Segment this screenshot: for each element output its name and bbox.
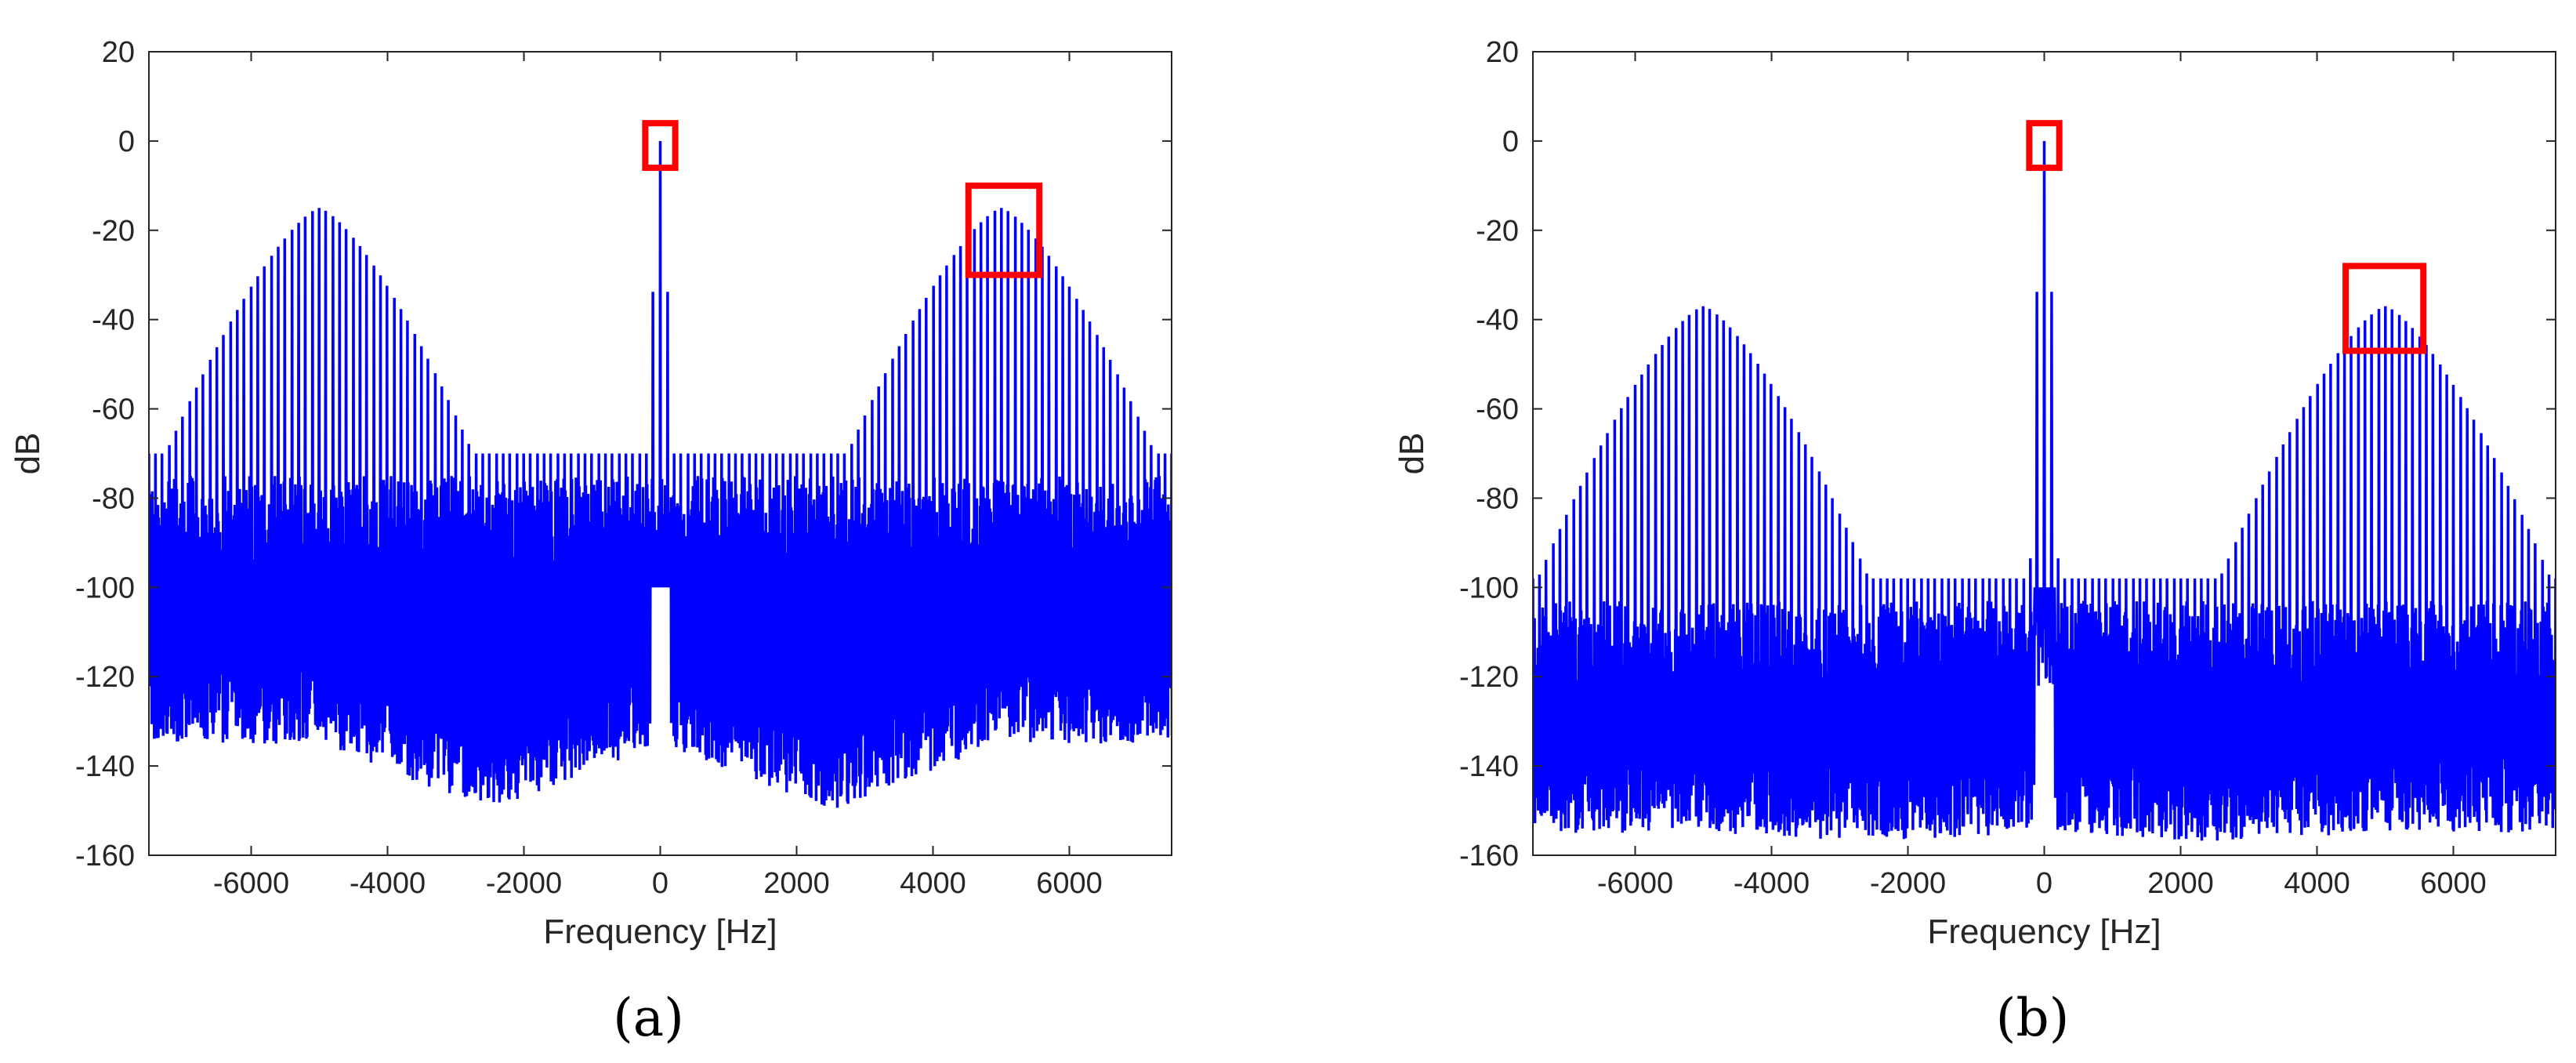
- x-tick-label: 0: [2036, 867, 2052, 900]
- x-tick-label: -4000: [1734, 867, 1810, 900]
- ticks-b: -6000 -4000 -2000 0 2000 4000 6000 20 0 -20 -40 -60…: [1459, 36, 2556, 900]
- x-tick-label: 2000: [2147, 867, 2214, 900]
- y-axis-label-b: dB: [1393, 433, 1431, 475]
- x-tick-label: -2000: [486, 867, 562, 900]
- x-tick-label: -2000: [1870, 867, 1946, 900]
- x-axis-label-b: Frequency [Hz]: [1927, 912, 2161, 951]
- chart-panel-b: -6000 -4000 -2000 0 2000 4000 6000 20 0 -20 -40 -60…: [1393, 36, 2556, 1048]
- y-tick-label: -40: [1476, 304, 1519, 337]
- highlight-box: [965, 182, 1043, 278]
- y-tick-label: -100: [75, 571, 135, 604]
- x-tick-label: 2000: [763, 867, 830, 900]
- x-tick-label: -6000: [1597, 867, 1673, 900]
- spectrum-series-b: [1533, 140, 2556, 841]
- highlights-a: [642, 120, 1043, 278]
- spectrum-line: [1533, 140, 2556, 841]
- x-axis-label-a: Frequency [Hz]: [543, 912, 777, 951]
- highlight-box: [642, 120, 679, 172]
- caption-a: (a): [613, 988, 684, 1048]
- y-tick-label: 20: [102, 36, 135, 69]
- highlight-box: [2026, 120, 2063, 172]
- spectrum-series-a: [149, 140, 1172, 808]
- y-tick-label: -100: [1459, 571, 1519, 604]
- x-tick-label: 4000: [2284, 867, 2350, 900]
- y-tick-label: -140: [1459, 750, 1519, 783]
- y-tick-label: -80: [92, 482, 135, 515]
- y-tick-label: 0: [1502, 125, 1519, 158]
- y-tick-label: -40: [92, 304, 135, 337]
- x-tick-label: 4000: [900, 867, 966, 900]
- y-tick-label: -20: [1476, 215, 1519, 248]
- y-tick-label: -160: [75, 840, 135, 873]
- spectrum-line: [149, 140, 1172, 808]
- y-tick-label: -60: [92, 394, 135, 426]
- x-tick-label: -6000: [213, 867, 289, 900]
- x-tick-label: 0: [652, 867, 668, 900]
- caption-b: (b): [1996, 988, 2070, 1048]
- y-tick-label: -80: [1476, 482, 1519, 515]
- highlight-box: [2342, 263, 2427, 354]
- y-tick-label: -140: [75, 750, 135, 783]
- y-tick-label: -60: [1476, 394, 1519, 426]
- y-tick-label: 0: [118, 125, 135, 158]
- y-axis-label-a: dB: [9, 433, 47, 475]
- y-tick-label: -160: [1459, 840, 1519, 873]
- ticks-a: -6000 -4000 -2000 0 2000 4000 6000 20 0 -20 -40 -60…: [75, 36, 1172, 900]
- y-tick-label: 20: [1486, 36, 1519, 69]
- x-tick-label: 6000: [1036, 867, 1103, 900]
- y-tick-label: -120: [75, 661, 135, 694]
- x-tick-label: 6000: [2420, 867, 2487, 900]
- y-tick-label: -20: [92, 215, 135, 248]
- chart-panel-a: -6000 -4000 -2000 0 2000 4000 6000 20 0 -20 -40 -60…: [9, 36, 1172, 1048]
- x-tick-label: -4000: [350, 867, 426, 900]
- highlights-b: [2026, 120, 2427, 354]
- y-tick-label: -120: [1459, 661, 1519, 694]
